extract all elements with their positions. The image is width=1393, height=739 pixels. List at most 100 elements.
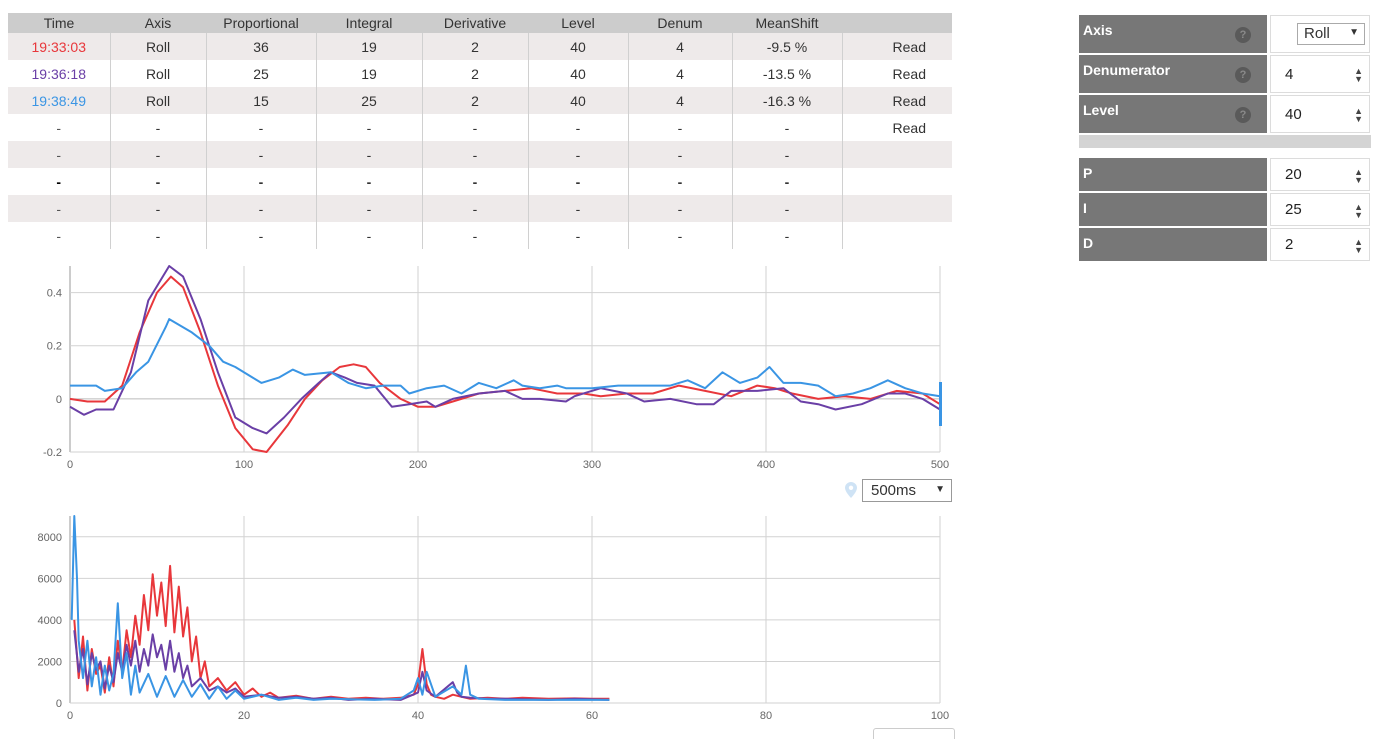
step-series-line-3 bbox=[70, 318, 941, 398]
p-setting-label: P bbox=[1079, 158, 1267, 191]
integral-cell: 25 bbox=[315, 87, 422, 114]
level-cell: - bbox=[527, 168, 628, 195]
col-axis-header: Axis bbox=[110, 13, 206, 33]
step-y-tick-label: 0.2 bbox=[47, 341, 62, 353]
meanshift-cell: -9.5 % bbox=[731, 33, 842, 60]
meanshift-cell: - bbox=[731, 195, 842, 222]
fft-x-tick-label: 80 bbox=[760, 710, 772, 722]
time-cell: 19:33:03 bbox=[8, 33, 110, 60]
p-setting-row: P 20 ▲ ▼ bbox=[1079, 158, 1371, 191]
denumerator-value: 4 bbox=[1285, 66, 1294, 83]
results-table: Time Axis Proportional Integral Derivati… bbox=[8, 13, 952, 249]
action-cell: Read bbox=[841, 60, 952, 87]
step-x-tick-label: 300 bbox=[583, 459, 601, 471]
denumerator-label-text: Denumerator bbox=[1083, 62, 1171, 78]
i-input[interactable]: 25 ▲ ▼ bbox=[1270, 193, 1370, 226]
col-level-header: Level bbox=[528, 13, 628, 33]
spinner-arrows-icon[interactable]: ▲ ▼ bbox=[1354, 167, 1363, 185]
level-cell: - bbox=[527, 195, 628, 222]
denumerator-input[interactable]: 4 ▲ ▼ bbox=[1270, 55, 1370, 93]
meanshift-cell: - bbox=[731, 168, 842, 195]
table-row: -------- bbox=[8, 168, 952, 195]
level-input[interactable]: 40 ▲ ▼ bbox=[1270, 95, 1370, 133]
denum-cell: 4 bbox=[627, 33, 732, 60]
fft-series-line-3 bbox=[70, 515, 610, 701]
derivative-cell: 2 bbox=[421, 60, 528, 87]
question-mark-icon[interactable]: ? bbox=[1235, 27, 1251, 43]
step-x-tick-label: 500 bbox=[931, 459, 949, 471]
derivative-cell: - bbox=[421, 195, 528, 222]
meanshift-cell: - bbox=[731, 114, 842, 141]
step-response-chart: 0 100 200 300 400 500 -0.2 0 0.2 0.4 bbox=[0, 258, 960, 483]
axis-label-text: Axis bbox=[1083, 22, 1113, 38]
derivative-cell: - bbox=[421, 114, 528, 141]
denum-cell: 4 bbox=[627, 60, 732, 87]
spinner-arrows-icon[interactable]: ▲ ▼ bbox=[1354, 66, 1363, 84]
fft-x-tick-label: 100 bbox=[931, 710, 949, 722]
step-x-tick-label: 0 bbox=[67, 459, 73, 471]
map-pin-icon[interactable] bbox=[845, 482, 857, 498]
read-button[interactable]: Read bbox=[892, 119, 926, 136]
step-y-tick-label: 0.4 bbox=[47, 288, 62, 300]
col-derivative-header: Derivative bbox=[422, 13, 528, 33]
p-value: 20 bbox=[1285, 166, 1302, 183]
table-row: - - - - - - - - Read bbox=[8, 114, 952, 141]
settings-divider bbox=[1079, 135, 1371, 148]
meanshift-cell: - bbox=[731, 141, 842, 168]
derivative-cell: 2 bbox=[421, 33, 528, 60]
table-header-row: Time Axis Proportional Integral Derivati… bbox=[8, 13, 952, 33]
step-y-tick-label: 0 bbox=[56, 394, 62, 406]
action-cell bbox=[841, 195, 952, 222]
fft-x-tick-label: 40 bbox=[412, 710, 424, 722]
p-input[interactable]: 20 ▲ ▼ bbox=[1270, 158, 1370, 191]
derivative-cell: 2 bbox=[421, 87, 528, 114]
axis-setting-label: Axis ? bbox=[1079, 15, 1267, 53]
spinner-arrows-icon[interactable]: ▲ ▼ bbox=[1354, 106, 1363, 124]
question-mark-icon[interactable]: ? bbox=[1235, 107, 1251, 123]
col-integral-header: Integral bbox=[316, 13, 422, 33]
action-cell: Read bbox=[841, 114, 952, 141]
read-button[interactable]: Read bbox=[892, 92, 926, 109]
denum-cell: - bbox=[627, 114, 732, 141]
fft-x-tick-label: 60 bbox=[586, 710, 598, 722]
derivative-cell: - bbox=[421, 222, 528, 249]
proportional-cell: - bbox=[205, 222, 316, 249]
meanshift-cell: -16.3 % bbox=[731, 87, 842, 114]
d-input[interactable]: 2 ▲ ▼ bbox=[1270, 228, 1370, 261]
partial-select-control[interactable] bbox=[873, 728, 955, 739]
table-row: 19:33:03 Roll 36 19 2 40 4 -9.5 % Read bbox=[8, 33, 952, 60]
axis-select[interactable]: Roll ▼ bbox=[1297, 23, 1365, 45]
action-cell bbox=[841, 222, 952, 249]
spectrum-chart: 0 20 40 60 80 100 0 2000 4000 6000 8000 bbox=[0, 510, 960, 737]
axis-select-value: Roll bbox=[1304, 25, 1330, 42]
time-range-select[interactable]: 500ms ▼ bbox=[862, 479, 952, 502]
fft-x-tick-label: 20 bbox=[238, 710, 250, 722]
axis-cell: Roll bbox=[109, 60, 206, 87]
action-cell bbox=[841, 168, 952, 195]
question-mark-icon[interactable]: ? bbox=[1235, 67, 1251, 83]
col-denum-header: Denum bbox=[628, 13, 732, 33]
step-x-tick-label: 100 bbox=[235, 459, 253, 471]
level-cell: - bbox=[527, 222, 628, 249]
i-setting-row: I 25 ▲ ▼ bbox=[1079, 193, 1371, 226]
triangle-down-icon: ▼ bbox=[935, 484, 945, 495]
cursor-marker[interactable] bbox=[939, 382, 942, 426]
read-button[interactable]: Read bbox=[892, 38, 926, 55]
read-button[interactable]: Read bbox=[892, 65, 926, 82]
spinner-arrows-icon[interactable]: ▲ ▼ bbox=[1354, 237, 1363, 255]
table-row: 19:36:18 Roll 25 19 2 40 4 -13.5 % Read bbox=[8, 60, 952, 87]
spectrum-svg: 0 20 40 60 80 100 0 2000 4000 6000 8000 bbox=[38, 515, 949, 722]
axis-cell: Roll bbox=[109, 87, 206, 114]
step-response-svg: 0 100 200 300 400 500 -0.2 0 0.2 0.4 bbox=[43, 265, 949, 471]
level-cell: 40 bbox=[527, 60, 628, 87]
spinner-arrows-icon[interactable]: ▲ ▼ bbox=[1354, 202, 1363, 220]
fft-y-tick-label: 8000 bbox=[38, 532, 62, 544]
integral-cell: - bbox=[315, 168, 422, 195]
derivative-cell: - bbox=[421, 168, 528, 195]
integral-cell: - bbox=[315, 114, 422, 141]
integral-cell: 19 bbox=[315, 60, 422, 87]
denum-cell: 4 bbox=[627, 87, 732, 114]
fft-y-tick-label: 6000 bbox=[38, 573, 62, 585]
fft-x-tick-label: 0 bbox=[67, 710, 73, 722]
table-row: -------- bbox=[8, 222, 952, 249]
